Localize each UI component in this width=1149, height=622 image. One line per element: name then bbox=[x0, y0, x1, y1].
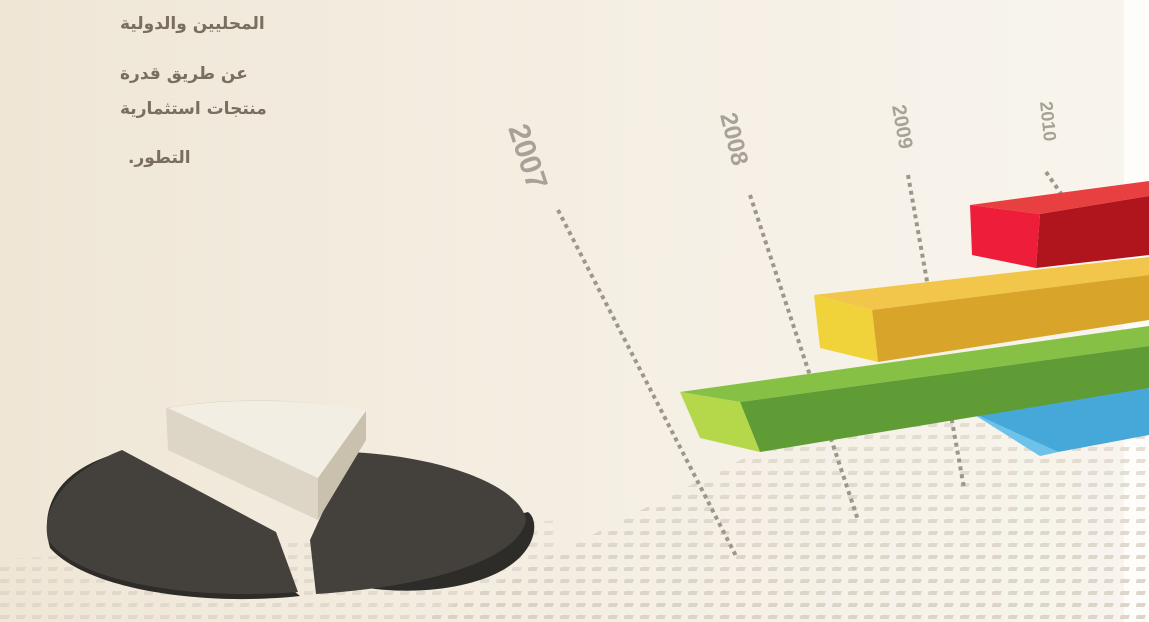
bar-blue bbox=[970, 388, 1149, 456]
year-2010: 2010 bbox=[1036, 100, 1060, 142]
year-2007: 2007 bbox=[501, 120, 553, 194]
bar-red bbox=[970, 181, 1149, 268]
bar-chart-graphic bbox=[680, 181, 1149, 456]
bar-yellow bbox=[814, 257, 1149, 362]
text-line-4: التطور. bbox=[128, 148, 191, 168]
bar-green bbox=[680, 326, 1149, 452]
arabic-paragraph: المحليين والدولية عن طريق قدرة منتجات اس… bbox=[0, 0, 290, 200]
text-line-2: عن طريق قدرة bbox=[120, 64, 248, 84]
text-line-1: المحليين والدولية bbox=[120, 14, 265, 34]
pie-chart-graphic bbox=[46, 400, 535, 600]
timeline-lines bbox=[556, 170, 1064, 557]
year-2009: 2009 bbox=[887, 103, 916, 151]
text-line-3: منتجات استثمارية bbox=[120, 99, 267, 119]
year-2008: 2008 bbox=[714, 110, 753, 168]
